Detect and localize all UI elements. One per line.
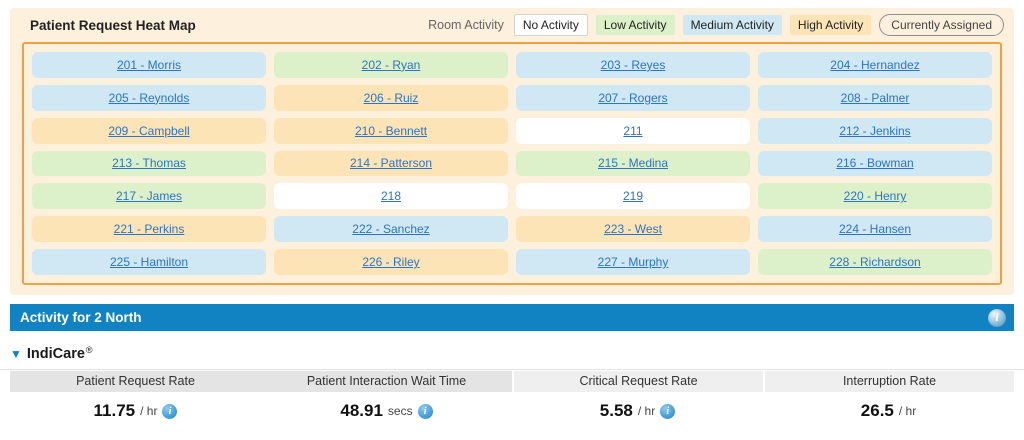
- room-cell-205[interactable]: 205 - Reynolds: [32, 84, 266, 111]
- metric-value-row: 5.58 / hr i: [512, 401, 763, 421]
- indicare-title: IndiCare: [26, 346, 85, 362]
- room-cell-223[interactable]: 223 - West: [516, 216, 750, 243]
- section-divider: [0, 369, 1024, 370]
- room-cell-212[interactable]: 212 - Jenkins: [758, 117, 992, 144]
- metric-value: 5.58: [599, 401, 633, 420]
- room-cell-228[interactable]: 228 - Richardson: [758, 249, 992, 275]
- registered-mark: ®: [85, 345, 93, 355]
- activity-section-bar: Activity for 2 North i: [10, 304, 1014, 331]
- legend: Room Activity No Activity Low Activity Med…: [428, 14, 1004, 36]
- metric-value-row: 48.91 secs i: [261, 401, 512, 421]
- collapse-triangle-icon[interactable]: ▼: [10, 347, 22, 361]
- room-cell-224[interactable]: 224 - Hansen: [758, 216, 992, 243]
- room-cell-218[interactable]: 218: [274, 183, 508, 210]
- heat-map-header: Patient Request Heat Map Room Activity N…: [10, 8, 1014, 42]
- room-cell-226[interactable]: 226 - Riley: [274, 249, 508, 275]
- room-cell-221[interactable]: 221 - Perkins: [32, 216, 266, 243]
- metric-column: Interruption Rate 26.5 / hr: [763, 371, 1014, 421]
- room-cell-214[interactable]: 214 - Patterson: [274, 150, 508, 177]
- metric-label: Interruption Rate: [763, 371, 1014, 392]
- metric-unit: secs: [387, 404, 413, 418]
- indicare-heading: ▼ IndiCare ®: [10, 345, 93, 362]
- heat-map-panel: Patient Request Heat Map Room Activity N…: [10, 8, 1014, 295]
- room-cell-210[interactable]: 210 - Bennett: [274, 117, 508, 144]
- legend-chip-none: No Activity: [513, 14, 588, 36]
- metric-column: Critical Request Rate 5.58 / hr i: [512, 371, 763, 421]
- legend-label: Room Activity: [428, 18, 504, 32]
- room-cell-216[interactable]: 216 - Bowman: [758, 150, 992, 177]
- metric-value: 11.75: [93, 401, 136, 420]
- info-icon[interactable]: i: [660, 403, 676, 419]
- metrics-row: Patient Request Rate 11.75/ hr i Patient In…: [10, 371, 1014, 421]
- room-cell-209[interactable]: 209 - Campbell: [32, 117, 266, 144]
- room-cell-219[interactable]: 219: [516, 183, 750, 210]
- room-cell-211[interactable]: 211: [516, 117, 750, 144]
- room-cell-204[interactable]: 204 - Hernandez: [758, 52, 992, 78]
- activity-section-title: Activity for 2 North: [20, 310, 142, 325]
- metric-label: Patient Request Rate: [10, 371, 261, 392]
- metric-unit: / hr: [140, 404, 158, 418]
- room-cell-215[interactable]: 215 - Medina: [516, 150, 750, 177]
- info-icon[interactable]: i: [162, 403, 178, 419]
- page-title: Patient Request Heat Map: [30, 17, 196, 33]
- metric-value-row: 11.75 / hr i: [10, 401, 261, 421]
- room-cell-207[interactable]: 207 - Rogers: [516, 84, 750, 111]
- room-cell-202[interactable]: 202 - Ryan: [274, 52, 508, 78]
- metric-column: Patient Interaction Wait Time 48.91 secs i: [261, 371, 512, 421]
- room-cell-203[interactable]: 203 - Reyes: [516, 52, 750, 78]
- room-cell-225[interactable]: 225 - Hamilton: [32, 249, 266, 275]
- legend-chip-low: Low Activity: [595, 15, 675, 35]
- metric-unit: / hr: [637, 404, 656, 418]
- room-cell-213[interactable]: 213 - Thomas: [32, 150, 266, 177]
- room-cell-222[interactable]: 222 - Sanchez: [274, 216, 508, 243]
- metric-label: Patient Interaction Wait Time: [261, 371, 512, 392]
- legend-chip-medium: Medium Activity: [682, 15, 782, 35]
- legend-chip-high: High Activity: [789, 15, 872, 35]
- currently-assigned-button[interactable]: Currently Assigned: [879, 14, 1004, 36]
- room-cell-217[interactable]: 217 - James: [32, 183, 266, 210]
- info-icon[interactable]: i: [417, 403, 433, 419]
- metric-column: Patient Request Rate 11.75 / hr i: [10, 371, 261, 421]
- metric-value: 48.91: [340, 401, 383, 420]
- metric-value-row: 26.5 / hr: [763, 401, 1014, 421]
- metric-unit: / hr: [898, 404, 917, 418]
- room-cell-206[interactable]: 206 - Ruiz: [274, 84, 508, 111]
- room-cell-227[interactable]: 227 - Murphy: [516, 249, 750, 275]
- room-cell-220[interactable]: 220 - Henry: [758, 183, 992, 210]
- metric-label: Critical Request Rate: [512, 371, 763, 392]
- room-cell-208[interactable]: 208 - Palmer: [758, 84, 992, 111]
- room-grid: 201 - Morris 202 - Ryan 203 - Reyes 204 - H…: [22, 42, 1002, 285]
- metric-value: 26.5: [860, 401, 894, 420]
- room-cell-201[interactable]: 201 - Morris: [32, 52, 266, 78]
- info-icon[interactable]: i: [988, 308, 1006, 327]
